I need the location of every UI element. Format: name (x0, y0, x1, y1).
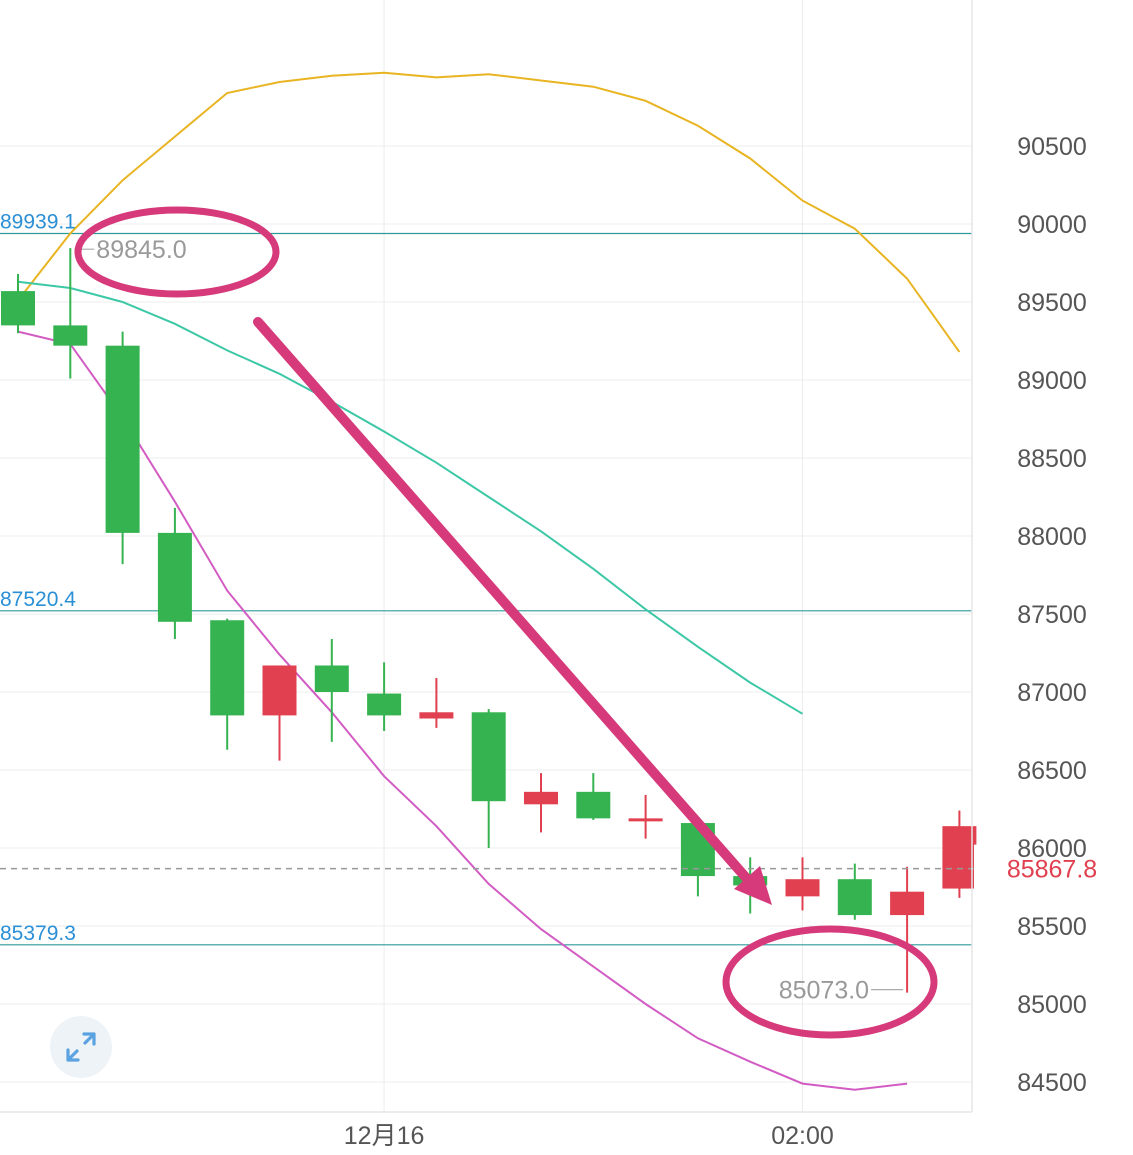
level-label: 85379.3 (0, 922, 76, 945)
candle-down (942, 810, 977, 898)
candle-up (837, 863, 872, 920)
y-tick-label: 89500 (1017, 289, 1087, 317)
expand-arrows-icon (66, 1032, 96, 1062)
candle-up (210, 618, 245, 750)
y-tick-label: 86500 (1017, 757, 1087, 785)
candle-body (785, 879, 820, 897)
candle-body (157, 532, 192, 622)
lower-band-line (17, 330, 908, 1091)
level-lines: 89939.1 87520.4 85379.3 (0, 211, 972, 946)
high-circle-marker (74, 206, 280, 298)
y-tick-label: 90000 (1017, 211, 1087, 239)
candle-up (576, 773, 611, 820)
trend-arrow-head (734, 866, 772, 905)
y-tick-label: 89000 (1017, 367, 1087, 395)
candle-down (419, 677, 454, 728)
current-price-label: 85867.8 (1007, 856, 1097, 884)
candle-down (262, 665, 297, 761)
middle-band-line (17, 280, 804, 715)
y-tick-label: 88500 (1017, 445, 1087, 473)
candle-body (524, 791, 558, 805)
candle-body (53, 325, 88, 346)
candle-up (53, 248, 88, 379)
candle-up (367, 662, 402, 731)
y-tick-label: 84500 (1017, 1069, 1087, 1097)
trend-arrow-shaft (253, 317, 753, 885)
candle-body (419, 712, 454, 719)
candles (1, 248, 977, 993)
candle-body (837, 879, 872, 916)
candle-body (471, 712, 506, 802)
y-tick-label: 85000 (1017, 991, 1087, 1019)
y-tick-label: 85500 (1017, 913, 1087, 941)
candle-body (890, 891, 925, 916)
y-tick-label: 87000 (1017, 679, 1087, 707)
candle-up (157, 507, 192, 639)
candle-body (942, 826, 977, 889)
candle-body (367, 693, 402, 716)
candle-body (210, 620, 245, 716)
current-price-tag (974, 844, 1133, 893)
candle-body (105, 345, 140, 533)
y-tick-label: 86000 (1017, 835, 1087, 863)
axes: 84500 85000 85500 86000 86500 87000 87500 88000… (0, 0, 1087, 1150)
x-tick-label: 12月16 (344, 1122, 425, 1150)
candle-up (1, 273, 35, 334)
y-tick-label: 87500 (1017, 601, 1087, 629)
candle-up (105, 331, 140, 565)
y-tick-label: 88000 (1017, 523, 1087, 551)
candle-down (890, 866, 925, 993)
candle-body (262, 665, 297, 716)
candle-body (576, 791, 611, 819)
candle-up (471, 709, 506, 848)
level-label: 87520.4 (0, 588, 76, 611)
candle-down (524, 773, 558, 833)
candle-body (314, 665, 349, 692)
y-tick-label: 90500 (1017, 133, 1087, 161)
candle-down (785, 857, 820, 911)
fullscreen-button[interactable] (50, 1016, 112, 1078)
candle-down (628, 794, 663, 839)
x-tick-label: 02:00 (771, 1122, 834, 1150)
low-circle-marker (722, 925, 938, 1039)
candle-up (314, 638, 349, 742)
upper-band-line (17, 71, 961, 353)
candle-body (1, 291, 35, 326)
high-price-label: 89845.0 (96, 236, 186, 264)
low-price-label: 85073.0 (779, 977, 869, 1005)
bollinger-bands (17, 71, 961, 1091)
candle-body (628, 818, 663, 822)
level-label: 89939.1 (0, 211, 76, 234)
annotation-overlay: 85867.8 89845.0 85073.0 (0, 206, 1133, 1039)
